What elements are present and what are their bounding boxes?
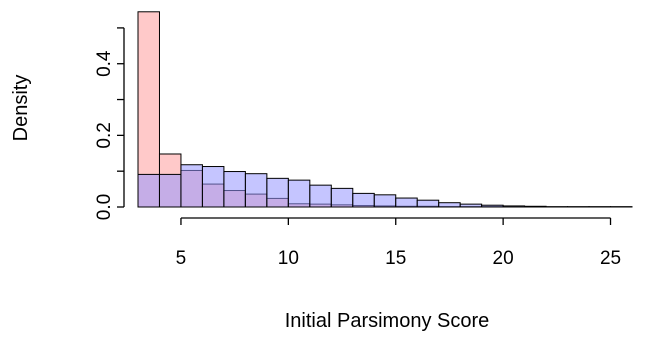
- x-tick-label-1: 10: [278, 248, 299, 269]
- histogram-bar-b-17: [502, 205, 526, 208]
- histogram-bar-b-12: [395, 197, 418, 208]
- x-tick-label-4: 25: [600, 248, 621, 269]
- histogram-bar-b-18: [524, 205, 547, 208]
- histogram-bar-b-4: [223, 171, 246, 208]
- histogram-bar-b-2: [180, 164, 203, 208]
- histogram-bar-b-11: [373, 194, 397, 208]
- series-b-bars: [137, 164, 633, 208]
- x-axis: 5 10 15 20 25: [176, 217, 621, 269]
- histogram-bar-b-14: [438, 202, 461, 208]
- histogram-bar-b-6: [266, 177, 289, 208]
- histogram-bar-b-7: [287, 179, 311, 208]
- x-axis-title: Initial Parsimony Score: [285, 310, 490, 332]
- histogram-bar-b-1: [158, 173, 182, 208]
- y-tick-label-2: 0.4: [94, 50, 115, 77]
- y-tick-label-1: 0.2: [94, 122, 115, 148]
- histogram-bar-b-5: [244, 173, 268, 208]
- y-axis-title: Density: [10, 75, 32, 142]
- histogram-bar-b-3: [201, 166, 225, 208]
- y-tick-label-0: 0.0: [94, 194, 115, 220]
- histogram-bar-b-15: [459, 203, 483, 208]
- histogram-bar-b-0: [137, 173, 160, 208]
- histogram-bar-b-16: [481, 204, 504, 208]
- x-tick-label-3: 20: [493, 248, 514, 269]
- histogram-bar-b-8: [309, 184, 332, 208]
- histogram-bar-b-9: [330, 187, 354, 208]
- y-axis: 0.0 0.2 0.4: [94, 27, 125, 220]
- histogram-bar-b-10: [352, 192, 375, 208]
- x-tick-label-0: 5: [176, 248, 187, 269]
- x-tick-label-2: 15: [385, 248, 406, 269]
- histogram-bar-b-13: [416, 199, 440, 208]
